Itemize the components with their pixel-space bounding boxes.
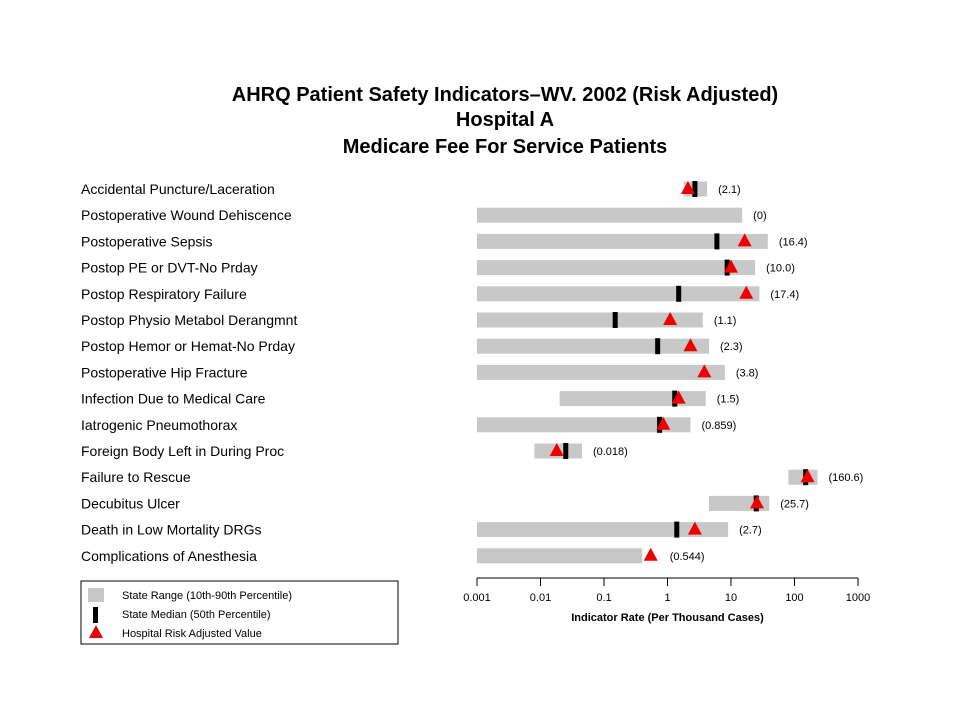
chart-subtitle-population: Medicare Fee For Service Patients	[342, 136, 668, 158]
hospital-value-marker	[750, 495, 765, 509]
value-label: (0.018)	[593, 446, 628, 458]
legend-range-swatch	[88, 588, 104, 602]
value-label: (1.5)	[717, 394, 740, 406]
value-label: (1.1)	[714, 315, 737, 327]
state-median-marker	[563, 443, 569, 459]
value-label: (2.7)	[739, 525, 762, 537]
x-axis-title: Indicator Rate (Per Thousand Cases)	[571, 612, 764, 624]
x-tick-label: 0.1	[596, 592, 611, 604]
state-range-bar	[477, 312, 703, 328]
hospital-value-marker	[680, 181, 695, 194]
x-tick-label: 10	[725, 592, 737, 604]
state-range-bar	[788, 469, 818, 485]
category-label: Failure to Rescue	[81, 469, 191, 485]
state-median-marker	[612, 312, 618, 328]
category-label: Decubitus Ulcer	[81, 495, 180, 511]
category-label: Postop Respiratory Failure	[81, 286, 247, 302]
hospital-value-marker	[663, 312, 678, 325]
legend-label: Hospital Risk Adjusted Value	[122, 628, 262, 640]
x-tick-label: 1000	[846, 592, 870, 604]
hospital-value-marker	[671, 390, 686, 404]
hospital-value-marker	[739, 285, 754, 299]
hospital-value-marker	[549, 443, 564, 456]
state-median-marker	[714, 233, 720, 250]
hospital-value-marker	[800, 469, 815, 483]
category-label: Postoperative Sepsis	[81, 233, 213, 249]
legend-label: State Range (10th-90th Percentile)	[122, 590, 292, 602]
hospital-value-marker	[656, 416, 671, 430]
category-label: Postoperative Hip Fracture	[81, 364, 248, 380]
state-median-marker	[674, 521, 680, 538]
value-label: (0.544)	[670, 551, 705, 563]
category-label: Accidental Puncture/Laceration	[81, 181, 275, 197]
category-label: Postop Physio Metabol Derangmnt	[81, 312, 297, 328]
hospital-value-marker	[724, 259, 738, 273]
x-tick-label: 0.01	[530, 592, 551, 604]
x-tick-label: 1	[664, 592, 670, 604]
hospital-value-marker	[737, 233, 752, 247]
x-tick-label: 0.001	[463, 592, 491, 604]
hospital-value-marker	[643, 547, 658, 561]
hospital-value-marker	[697, 364, 712, 378]
value-label: (160.6)	[828, 472, 863, 484]
value-label: (2.3)	[720, 341, 743, 353]
category-label: Iatrogenic Pneumothorax	[81, 417, 237, 433]
state-range-bar	[477, 233, 768, 249]
state-range-bar	[477, 207, 743, 223]
hospital-value-marker	[683, 338, 698, 352]
value-label: (10.0)	[766, 263, 795, 275]
chart-subtitle-hospital: Hospital A	[455, 109, 555, 131]
state-range-bar	[477, 417, 691, 433]
state-range-bar	[477, 548, 643, 564]
category-label: Death in Low Mortality DRGs	[81, 522, 262, 538]
state-median-marker	[655, 338, 661, 355]
legend-hospital-swatch	[89, 625, 103, 638]
category-label: Postoperative Wound Dehiscence	[81, 207, 292, 223]
state-range-bar	[477, 364, 725, 380]
value-label: (0)	[753, 210, 766, 222]
legend-median-swatch	[93, 607, 98, 623]
category-label: Postop Hemor or Hemat-No Prday	[81, 338, 295, 354]
state-range-bar	[559, 391, 706, 407]
chart-title: AHRQ Patient Safety Indicators–WV. 2002 …	[231, 84, 779, 106]
state-median-marker	[676, 285, 682, 302]
x-tick-label: 100	[785, 592, 803, 604]
category-label: Postop PE or DVT-No Prday	[81, 260, 258, 276]
state-range-bar	[477, 338, 709, 354]
hospital-value-marker	[687, 521, 702, 535]
state-median-marker	[692, 181, 698, 197]
value-label: (16.4)	[779, 236, 808, 248]
state-range-bar	[477, 260, 756, 276]
category-label: Complications of Anesthesia	[81, 548, 257, 564]
state-range-bar	[477, 522, 729, 538]
value-label: (25.7)	[780, 498, 809, 510]
category-label: Infection Due to Medical Care	[81, 391, 266, 407]
value-label: (17.4)	[770, 289, 799, 301]
value-label: (0.859)	[701, 420, 736, 432]
legend-box	[80, 580, 399, 645]
legend-label: State Median (50th Percentile)	[122, 609, 271, 621]
value-label: (2.1)	[718, 184, 741, 196]
value-label: (3.8)	[736, 367, 759, 379]
category-label: Foreign Body Left in During Proc	[81, 443, 284, 459]
state-range-bar	[477, 286, 760, 302]
